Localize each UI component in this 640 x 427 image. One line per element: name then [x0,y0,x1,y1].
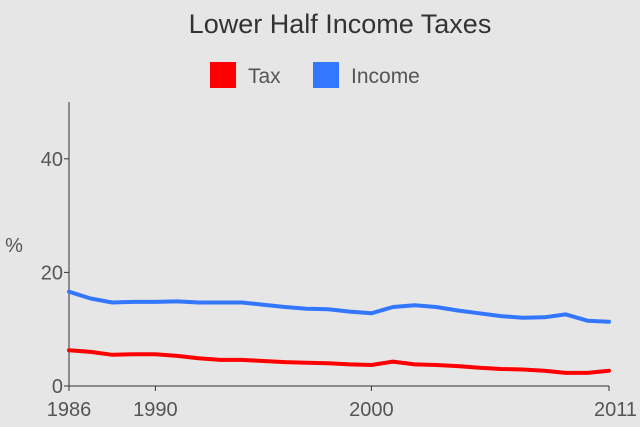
x-tick-label: 1990 [133,399,178,421]
legend-swatch-income [313,62,339,88]
series-line-tax [67,348,611,375]
series-line-income [67,289,611,324]
chart-title: Lower Half Income Taxes [189,9,492,39]
y-tick-label: 20 [41,262,63,284]
plot-area: 0 20 40 1986 1990 2000 2011 [41,102,637,421]
legend-label-tax: Tax [248,65,281,88]
x-tick-label: 2000 [349,399,394,421]
y-axis-label: % [5,235,23,257]
y-tick-label: 0 [52,376,63,398]
legend-label-income: Income [351,65,420,88]
legend: Tax Income [210,62,420,88]
x-tick-label: 2011 [594,399,637,421]
legend-swatch-tax [210,62,236,88]
y-tick-label: 40 [41,149,63,171]
x-tick-label: 1986 [47,399,92,421]
